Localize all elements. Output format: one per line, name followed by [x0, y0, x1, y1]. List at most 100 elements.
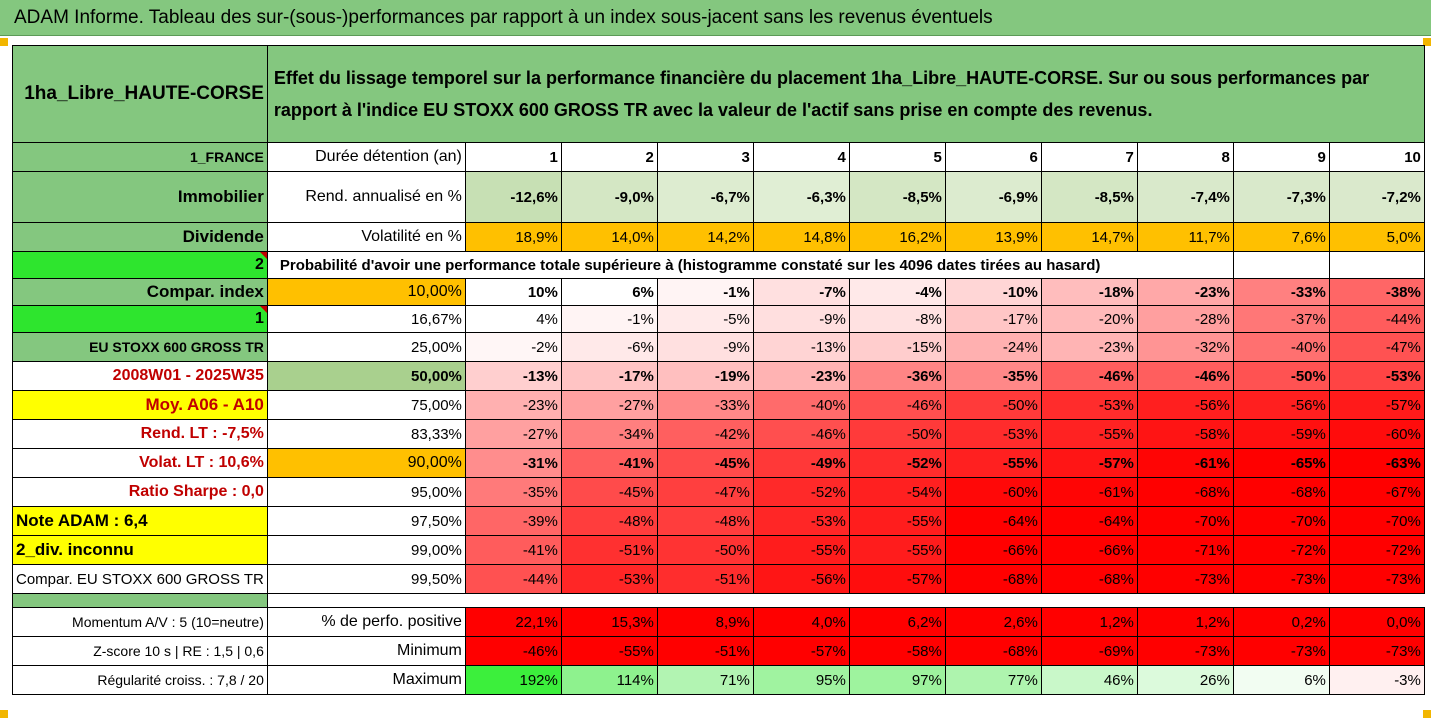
- maximum-cell: 114%: [560, 665, 658, 695]
- percentile-cell: -52%: [752, 477, 850, 507]
- return-cell: -6,9%: [944, 171, 1042, 223]
- percentile-cell: -68%: [1232, 477, 1330, 507]
- percentile-cell: -55%: [848, 535, 946, 565]
- percentile-cell: -48%: [560, 506, 658, 536]
- percentile-cell: -50%: [1232, 361, 1330, 391]
- percentile-cell: -49%: [752, 448, 850, 478]
- percentile-cell: -73%: [1136, 564, 1234, 594]
- percentile-cell: 4%: [464, 305, 562, 333]
- return-cell: -9,0%: [560, 171, 658, 223]
- percentile-cell: -8%: [848, 305, 946, 333]
- percentile-cell: -34%: [560, 419, 658, 449]
- percentile-cell: -18%: [1040, 278, 1138, 306]
- year-header: 7: [1040, 142, 1138, 172]
- percentile-cell: -61%: [1136, 448, 1234, 478]
- percentile-cell: -50%: [848, 419, 946, 449]
- percentile-cell: -24%: [944, 332, 1042, 362]
- percentile-cell: -23%: [752, 361, 850, 391]
- percentile-cell: -40%: [752, 390, 850, 420]
- percentile-cell: -45%: [656, 448, 754, 478]
- percentile-cell: -52%: [848, 448, 946, 478]
- corner-mark: [0, 38, 8, 46]
- percentile-cell: -7%: [752, 278, 850, 306]
- corner-mark: [1423, 38, 1431, 46]
- percentile-cell: -73%: [1232, 564, 1330, 594]
- duration-label: Durée détention (an): [266, 142, 466, 172]
- percentile-cell: -46%: [752, 419, 850, 449]
- maximum-cell: 192%: [464, 665, 562, 695]
- minimum-cell: -73%: [1136, 636, 1234, 666]
- percentile-cell: -2%: [464, 332, 562, 362]
- sharpe-ratio-label: Ratio Sharpe : 0,0: [12, 477, 268, 507]
- volatility-cell: 16,2%: [848, 222, 946, 252]
- percentile-cell: -37%: [1232, 305, 1330, 333]
- maximum-cell: 71%: [656, 665, 754, 695]
- return-cell: -7,4%: [1136, 171, 1234, 223]
- performance-table: 1ha_Libre_HAUTE-CORSE Effet du lissage t…: [12, 45, 1425, 695]
- return-cell: -7,3%: [1232, 171, 1330, 223]
- percentile-cell: -53%: [944, 419, 1042, 449]
- percentile-label: 83,33%: [266, 419, 466, 449]
- title-bar: ADAM Informe. Tableau des sur-(sous-)per…: [0, 0, 1431, 36]
- return-cell: -8,5%: [848, 171, 946, 223]
- maximum-label: Maximum: [266, 665, 466, 695]
- percentile-cell: -61%: [1040, 477, 1138, 507]
- momentum-label: Momentum A/V : 5 (10=neutre): [12, 607, 268, 637]
- percentile-cell: -45%: [560, 477, 658, 507]
- percentile-cell: -70%: [1328, 506, 1425, 536]
- percentile-cell: -36%: [848, 361, 946, 391]
- percentile-cell: -55%: [848, 506, 946, 536]
- volatility-cell: 7,6%: [1232, 222, 1330, 252]
- percentile-cell: -46%: [1136, 361, 1234, 391]
- percentile-label: 75,00%: [266, 390, 466, 420]
- volatility-cell: 14,2%: [656, 222, 754, 252]
- percentile-label: 16,67%: [266, 305, 466, 333]
- long-term-volatility-label: Volat. LT : 10,6%: [12, 448, 268, 478]
- marker-label: 1: [12, 305, 268, 333]
- percentile-cell: -53%: [1328, 361, 1425, 391]
- percentile-label: 99,50%: [266, 564, 466, 594]
- percentile-label: 90,00%: [266, 448, 466, 478]
- percentile-label: 99,00%: [266, 535, 466, 565]
- year-header: 1: [464, 142, 562, 172]
- percentile-cell: -55%: [752, 535, 850, 565]
- percentile-cell: -65%: [1232, 448, 1330, 478]
- dividend-label: Dividende: [12, 222, 268, 252]
- percentile-cell: -48%: [656, 506, 754, 536]
- minimum-cell: -55%: [560, 636, 658, 666]
- percentile-cell: -35%: [464, 477, 562, 507]
- percentile-cell: -15%: [848, 332, 946, 362]
- percentile-cell: -13%: [752, 332, 850, 362]
- percentile-cell: -32%: [1136, 332, 1234, 362]
- volatility-cell: 14,8%: [752, 222, 850, 252]
- maximum-cell: 95%: [752, 665, 850, 695]
- percentile-cell: -33%: [1232, 278, 1330, 306]
- separator-gap: [267, 593, 1425, 608]
- corner-mark: [1423, 710, 1431, 718]
- percentile-cell: -31%: [464, 448, 562, 478]
- volatility-cell: 11,7%: [1136, 222, 1234, 252]
- percentile-cell: -56%: [752, 564, 850, 594]
- return-label: Rend. annualisé en %: [266, 171, 466, 223]
- volatility-cell: 18,9%: [464, 222, 562, 252]
- positive-perf-label: % de perfo. positive: [266, 607, 466, 637]
- separator-cell: [12, 593, 268, 608]
- benchmark-comparison-label: Compar. EU STOXX 600 GROSS TR: [12, 564, 268, 594]
- percentile-cell: -17%: [944, 305, 1042, 333]
- percentile-cell: -67%: [1328, 477, 1425, 507]
- percentile-cell: 6%: [560, 278, 658, 306]
- percentile-cell: -68%: [944, 564, 1042, 594]
- volatility-cell: 13,9%: [944, 222, 1042, 252]
- percentile-cell: -72%: [1328, 535, 1425, 565]
- percentile-cell: -4%: [848, 278, 946, 306]
- positive-perf-cell: 1,2%: [1040, 607, 1138, 637]
- percentile-cell: -27%: [464, 419, 562, 449]
- maximum-cell: 26%: [1136, 665, 1234, 695]
- benchmark-label: EU STOXX 600 GROSS TR: [12, 332, 268, 362]
- percentile-cell: -66%: [1040, 535, 1138, 565]
- percentile-cell: -33%: [656, 390, 754, 420]
- percentile-cell: -54%: [848, 477, 946, 507]
- maximum-cell: 77%: [944, 665, 1042, 695]
- percentile-cell: -47%: [1328, 332, 1425, 362]
- year-header: 9: [1232, 142, 1330, 172]
